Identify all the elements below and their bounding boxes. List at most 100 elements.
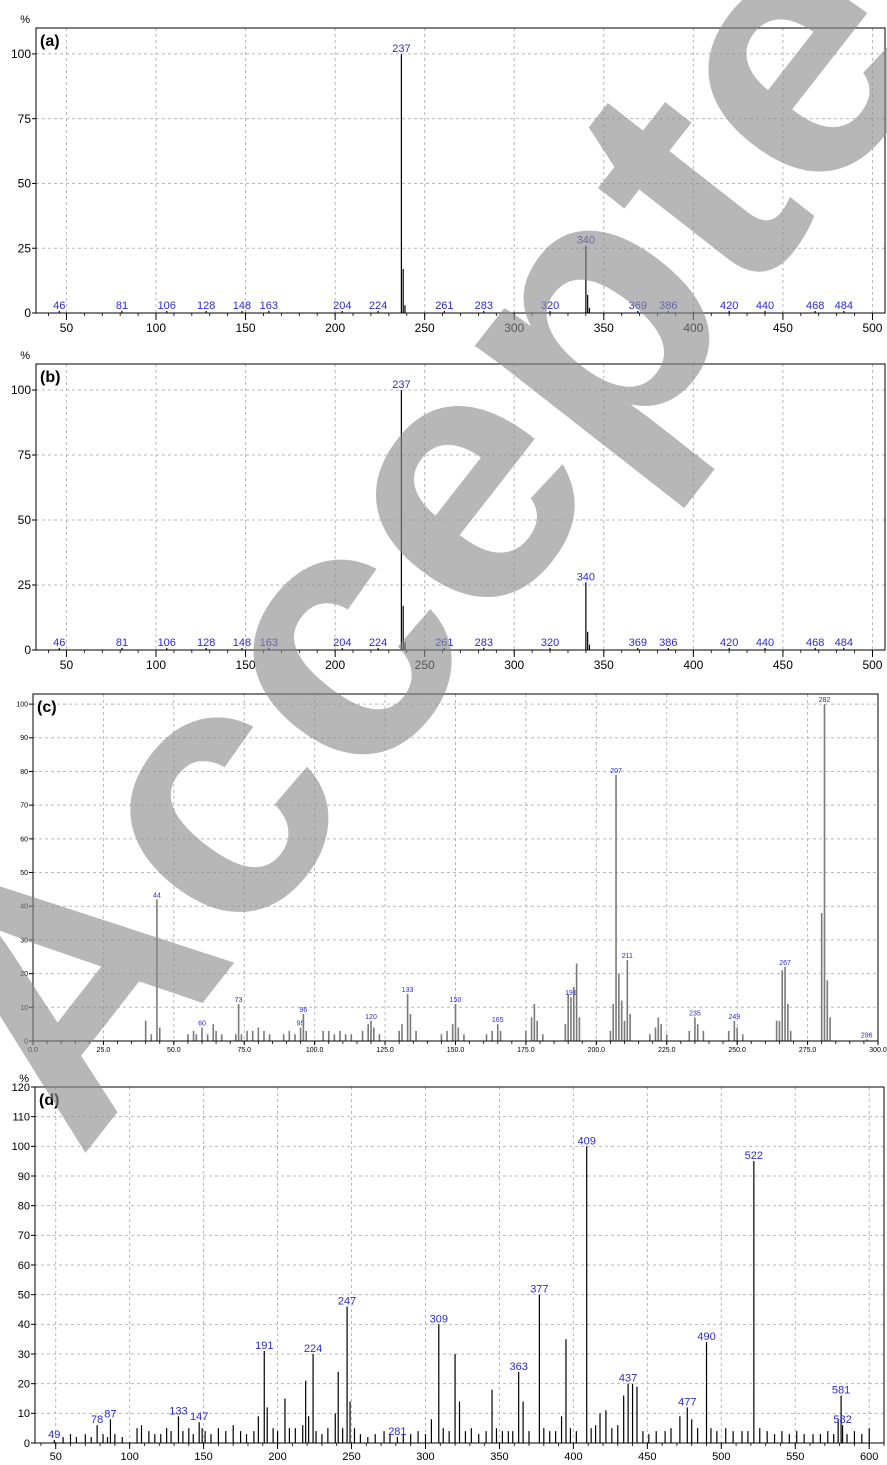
y-tick-label: 90 <box>20 735 28 742</box>
spectra-panels: 50 100 150 200 250 300 350 400 450 5000255075100%… <box>11 14 887 1463</box>
x-tick-label: 300.0 <box>869 1047 887 1054</box>
x-tick-label: 350 <box>490 1451 508 1463</box>
plot-frame <box>32 693 879 1042</box>
y-tick-label: 70 <box>20 803 28 810</box>
peak-label: 204 <box>333 300 351 312</box>
y-tick-label: 100 <box>11 383 31 397</box>
y-tick-label: 75 <box>18 448 32 462</box>
peak-label: 296 <box>861 1032 873 1039</box>
x-tick-label: 25.0 <box>97 1047 111 1054</box>
peak-label: 150 <box>450 997 462 1004</box>
peak-label: 120 <box>365 1014 377 1021</box>
y-tick-label: 60 <box>20 836 28 843</box>
x-tick-label: 600 <box>860 1451 878 1463</box>
x-tick-label: 125.0 <box>376 1047 394 1054</box>
y-tick-label: 0 <box>24 1038 28 1045</box>
peak-label: 484 <box>835 637 853 649</box>
y-tick-label: 40 <box>20 904 28 911</box>
peak-label: 468 <box>806 300 824 312</box>
peak-label: 224 <box>304 1343 322 1355</box>
peak-label: 128 <box>197 300 215 312</box>
x-tick-label: 100 <box>146 658 166 672</box>
peak-label: 163 <box>260 300 278 312</box>
peak-label: 163 <box>260 637 278 649</box>
peak-label: 522 <box>745 1150 763 1162</box>
peak-label: 490 <box>697 1331 715 1343</box>
peak-label: 235 <box>689 1010 701 1017</box>
peak-label: 283 <box>475 300 493 312</box>
peak-label: 282 <box>819 697 831 704</box>
x-tick-label: 50 <box>50 1451 62 1463</box>
panel-label: (a) <box>40 33 60 50</box>
plot-frame <box>35 363 886 651</box>
y-tick-label: 50 <box>20 870 28 877</box>
x-tick-label: 550 <box>786 1451 804 1463</box>
x-tick-label: 250 <box>415 321 435 335</box>
x-tick-label: 200.0 <box>588 1047 606 1054</box>
x-tick-label: 50 <box>60 321 74 335</box>
y-tick-label: 60 <box>18 1260 30 1272</box>
x-tick-label: 50.0 <box>167 1047 181 1054</box>
plot-frame <box>35 27 886 314</box>
y-tick-label: 10 <box>18 1408 30 1420</box>
x-tick-label: 250 <box>415 658 435 672</box>
peak-label: 420 <box>720 637 738 649</box>
y-tick-label: 110 <box>12 1112 30 1124</box>
peak-label: 283 <box>475 637 493 649</box>
peak-label: 237 <box>392 43 410 55</box>
peak-label: 249 <box>729 1014 741 1021</box>
y-tick-label: 50 <box>18 1290 30 1302</box>
x-tick-label: 250.0 <box>728 1047 746 1054</box>
peak-label: 191 <box>255 1340 273 1352</box>
peak-label: 477 <box>678 1396 696 1408</box>
peak-label: 386 <box>659 637 677 649</box>
peak-label: 44 <box>153 893 161 900</box>
x-tick-label: 225.0 <box>658 1047 676 1054</box>
y-tick-label: 100 <box>11 47 31 61</box>
x-tick-label: 350 <box>594 321 614 335</box>
peak-label: 106 <box>158 637 176 649</box>
peak-label: 363 <box>509 1361 527 1373</box>
y-tick-label: 20 <box>18 1379 30 1391</box>
peak-label: 46 <box>53 637 65 649</box>
x-tick-label: 450 <box>773 321 793 335</box>
x-tick-label: 275.0 <box>799 1047 817 1054</box>
peak-label: 261 <box>435 637 453 649</box>
x-tick-label: 200 <box>325 658 345 672</box>
peak-label: 224 <box>369 300 387 312</box>
peak-label: 211 <box>622 953 633 960</box>
y-tick-label: 80 <box>20 769 28 776</box>
panel-label: (d) <box>39 1092 59 1109</box>
peak-label: 237 <box>392 379 410 391</box>
peak-label: 224 <box>369 637 387 649</box>
x-tick-label: 100.0 <box>306 1047 324 1054</box>
x-tick-label: 200 <box>268 1451 286 1463</box>
x-tick-label: 450 <box>638 1451 656 1463</box>
peak-label: 207 <box>610 768 622 775</box>
x-tick-label: 400 <box>564 1451 582 1463</box>
peak-label: 320 <box>541 300 559 312</box>
y-tick-label: 0 <box>24 306 31 320</box>
spectrum-panel-3: 0.0 25.0 50.0 75.0 100.0 125.0 150.0 175.0 200.0… <box>16 693 887 1054</box>
peak-label: 440 <box>756 300 774 312</box>
y-unit-label: % <box>20 350 30 362</box>
watermark-text: Accepted <box>0 0 887 1208</box>
x-tick-label: 300 <box>504 658 524 672</box>
x-tick-label: 0.0 <box>28 1047 38 1054</box>
x-tick-label: 450 <box>773 658 793 672</box>
y-tick-label: 10 <box>20 1005 28 1012</box>
panel-label: (c) <box>37 699 57 716</box>
x-tick-label: 150 <box>194 1451 212 1463</box>
peak-label: 87 <box>104 1408 116 1420</box>
peak-label: 409 <box>578 1135 596 1147</box>
peak-label: 309 <box>430 1313 448 1325</box>
peak-label: 582 <box>833 1414 851 1426</box>
peak-label: 96 <box>300 1007 308 1014</box>
x-tick-label: 300 <box>416 1451 434 1463</box>
y-tick-label: 90 <box>18 1171 30 1183</box>
peak-label: 581 <box>832 1385 850 1397</box>
peak-label: 147 <box>190 1411 208 1423</box>
peak-label: 468 <box>806 637 824 649</box>
y-tick-label: 20 <box>20 971 28 978</box>
